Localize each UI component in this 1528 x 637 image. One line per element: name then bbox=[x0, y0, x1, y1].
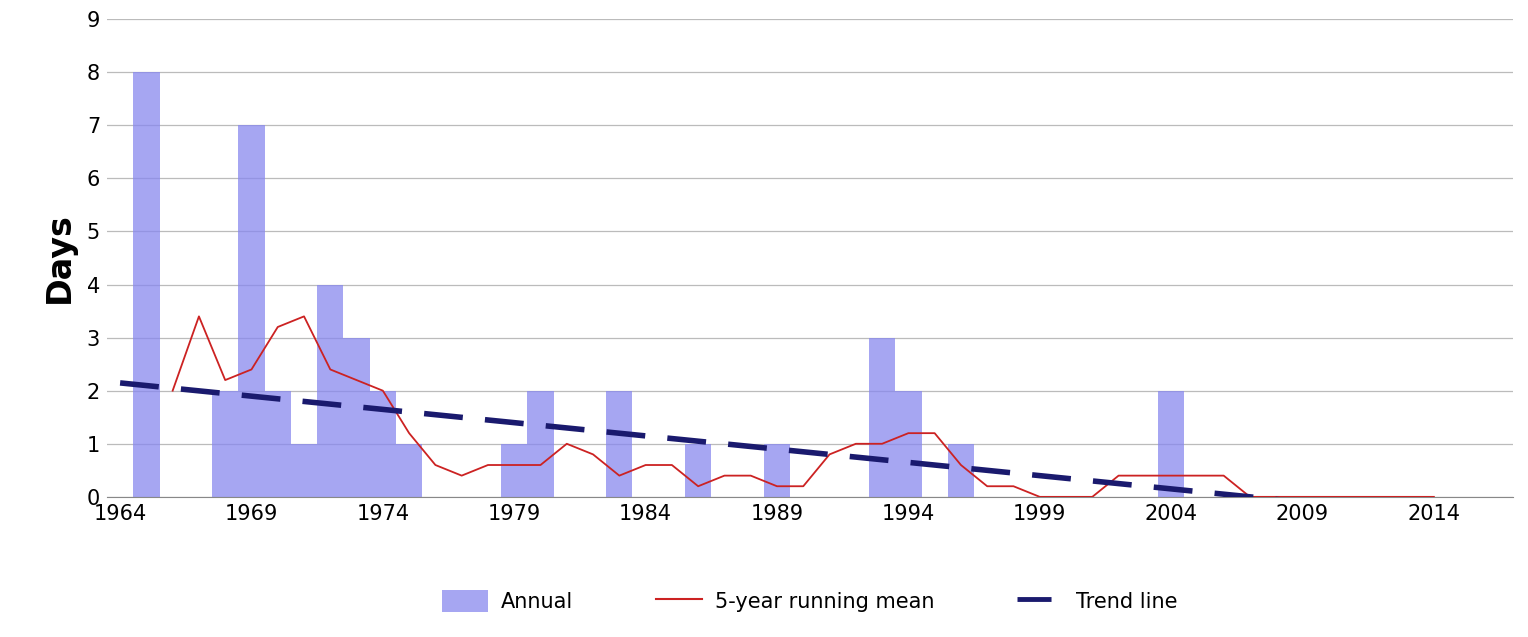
Legend: Annual, 5-year running mean, Trend line: Annual, 5-year running mean, Trend line bbox=[434, 582, 1186, 620]
Bar bbox=[764, 444, 790, 497]
Bar bbox=[607, 390, 633, 497]
Bar bbox=[370, 390, 396, 497]
Bar bbox=[264, 390, 290, 497]
Bar bbox=[344, 338, 370, 497]
Bar bbox=[318, 285, 344, 497]
Bar bbox=[501, 444, 527, 497]
Bar bbox=[133, 72, 159, 497]
Bar bbox=[290, 444, 318, 497]
Bar bbox=[685, 444, 712, 497]
Bar bbox=[238, 125, 264, 497]
Bar bbox=[1158, 390, 1184, 497]
Bar bbox=[527, 390, 553, 497]
Bar bbox=[212, 390, 238, 497]
Bar bbox=[396, 444, 422, 497]
Bar bbox=[895, 390, 921, 497]
Bar bbox=[947, 444, 973, 497]
Bar bbox=[869, 338, 895, 497]
Y-axis label: Days: Days bbox=[43, 213, 75, 303]
